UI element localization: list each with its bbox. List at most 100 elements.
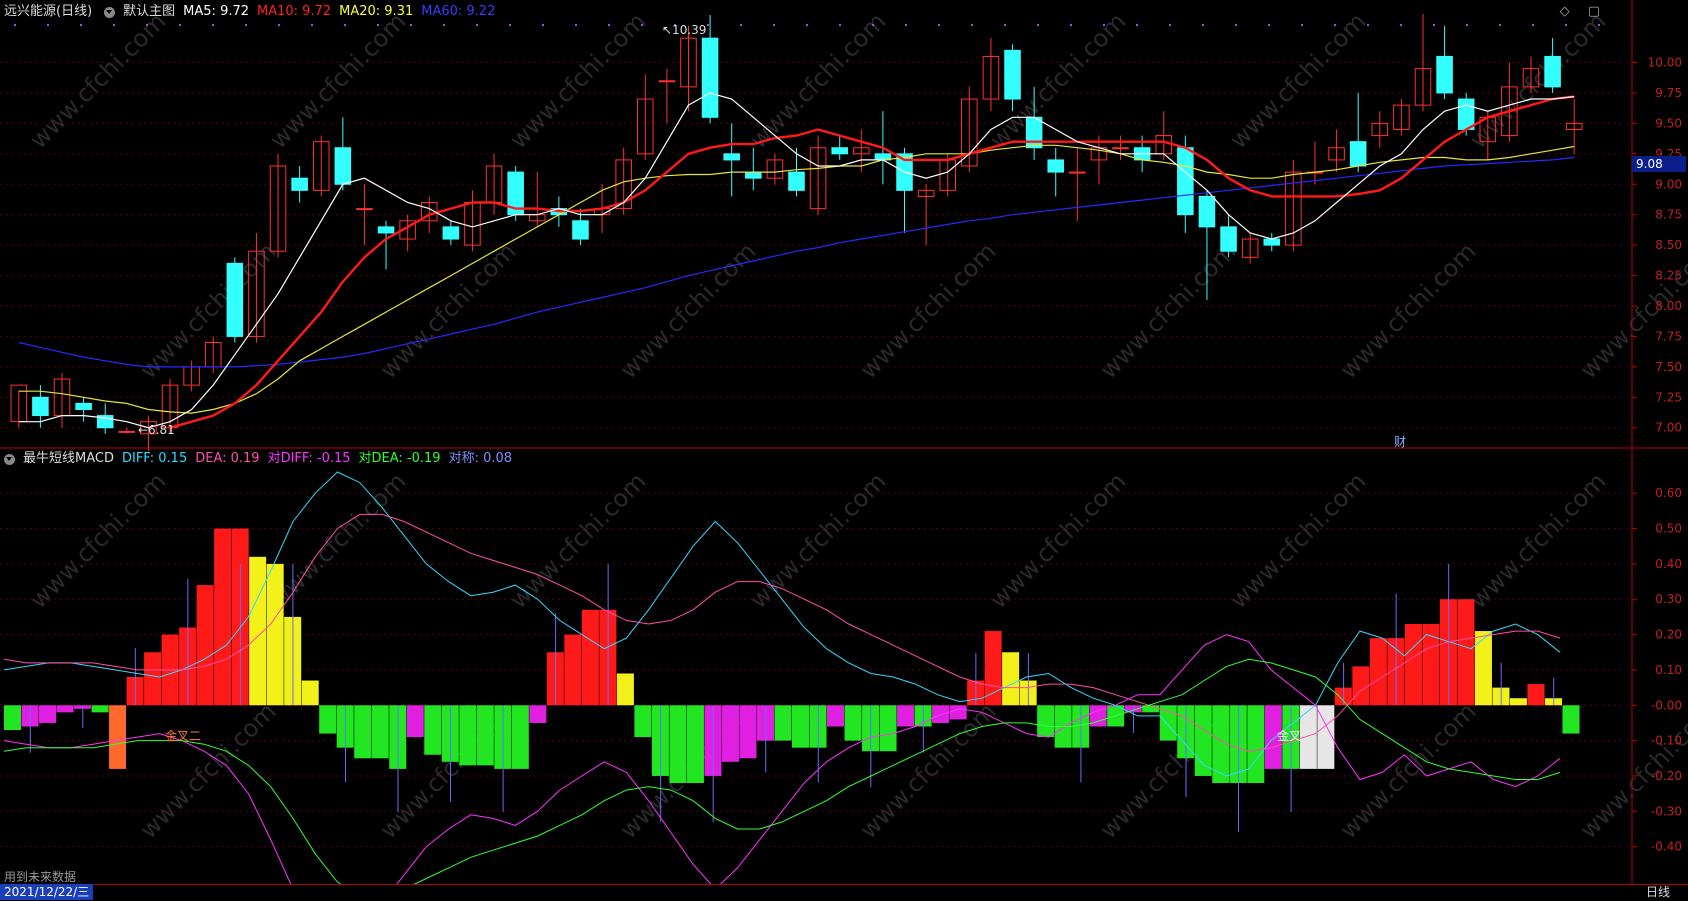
top-dot — [1433, 24, 1435, 26]
candle-body — [1393, 104, 1410, 130]
watermark-text: www.cfchi.com — [134, 697, 281, 844]
candle-body — [1004, 49, 1021, 100]
macd-hist-bar — [1352, 666, 1370, 706]
macd-hist-bar — [844, 705, 862, 741]
macd-tick-label: -0.20 — [1651, 769, 1682, 783]
macd-hist-bar — [1212, 705, 1230, 784]
top-dot — [740, 24, 742, 26]
candle-body — [377, 226, 395, 234]
macd-hist-bar — [1247, 705, 1265, 784]
candle-body — [572, 220, 589, 240]
macd-hist-bar — [897, 705, 915, 727]
ma5-label: MA5: 9.72 — [183, 4, 250, 19]
top-dot — [1103, 24, 1105, 26]
watermark-text: www.cfchi.com — [24, 467, 171, 614]
top-dot — [1070, 24, 1072, 26]
macd-hist-bar — [581, 609, 599, 706]
candle-body — [766, 159, 784, 179]
top-dot — [1532, 24, 1534, 26]
macd-hist-bar — [249, 556, 267, 706]
macd-hist-bar — [1037, 705, 1055, 738]
macd-hist-bar — [1089, 705, 1107, 727]
indicator-name[interactable]: 最牛短线MACD — [23, 451, 114, 466]
chevron-down-icon[interactable] — [4, 453, 15, 465]
dea-line — [3, 513, 1561, 752]
macd-hist-bar — [56, 705, 74, 713]
macd-tick-label: -0.30 — [1651, 804, 1682, 818]
top-dot — [575, 24, 577, 26]
sym-label: 对称: 0.08 — [448, 451, 513, 466]
macd-hist-bar — [424, 705, 442, 755]
candle-body — [1371, 122, 1389, 137]
macd-tick-label: -0.00 — [1651, 698, 1682, 712]
macd-hist-bar — [354, 705, 372, 759]
window-icon[interactable]: ▢ — [1587, 4, 1600, 19]
top-dot — [278, 24, 280, 26]
candle-body — [248, 250, 265, 337]
macd-hist-bar — [932, 705, 950, 723]
top-dot — [773, 24, 775, 26]
candle-body — [680, 37, 697, 88]
candle-body — [1220, 226, 1237, 252]
top-dot — [179, 24, 181, 26]
top-dot — [674, 24, 676, 26]
top-dot — [80, 24, 82, 26]
top-dot — [311, 24, 313, 26]
watermark-text: www.cfchi.com — [264, 7, 411, 154]
watermark-text: www.cfchi.com — [24, 7, 171, 154]
diff-label: DIFF: 0.15 — [121, 451, 188, 466]
candle-body — [1241, 238, 1259, 258]
top-dot — [1037, 24, 1039, 26]
candle-body — [118, 430, 136, 433]
top-dot — [1367, 24, 1369, 26]
watermark-text: www.cfchi.com — [134, 237, 281, 384]
ma20-label: MA20: 9.31 — [339, 4, 414, 19]
template-name[interactable]: 默认主图 — [123, 4, 176, 19]
future-data-warning: 用到未来数据 — [4, 870, 77, 884]
macd-hist-bar — [984, 631, 1002, 706]
candle-body — [1177, 147, 1194, 216]
macd-hist-bar — [879, 705, 897, 752]
macd-hist-bar — [1509, 698, 1527, 706]
candle-body — [75, 402, 92, 410]
period-label[interactable]: 日线 — [1645, 885, 1670, 899]
candle-body — [269, 165, 287, 252]
macd-hist-bar — [634, 705, 652, 738]
ma5-line — [18, 92, 1575, 429]
macd-hist-bar — [792, 705, 810, 748]
rdea-label: 对DEA: -0.19 — [358, 451, 441, 466]
stock-title[interactable]: 远兴能源(日线) — [4, 4, 93, 19]
top-dot — [1004, 24, 1006, 26]
macd-hist-bar — [266, 563, 284, 706]
top-dot — [47, 24, 49, 26]
price-tick-label: 8.75 — [1655, 208, 1682, 222]
top-dot — [1202, 24, 1204, 26]
top-dot — [1169, 24, 1171, 26]
macd-hist-bar — [949, 705, 967, 720]
macd-tick-label: 0.20 — [1655, 628, 1682, 642]
price-tick-label: 9.50 — [1655, 116, 1682, 130]
candle-body — [917, 189, 935, 197]
top-dot — [146, 24, 148, 26]
candle-body — [334, 147, 352, 185]
candle-body — [745, 171, 762, 179]
ma60-label: MA60: 9.22 — [421, 4, 496, 19]
time-axis-bar — [0, 884, 1688, 901]
candle-body — [442, 226, 460, 240]
macd-hist-bar — [301, 680, 319, 706]
chevron-down-icon[interactable] — [104, 6, 116, 18]
macd-hist-bar — [1142, 705, 1160, 713]
candle-body — [961, 98, 978, 167]
golden-cross-label: 金叉二 — [165, 728, 201, 743]
top-dot — [1565, 24, 1567, 26]
top-dot — [1235, 24, 1237, 26]
candle-body — [637, 98, 654, 155]
watermark-text: www.cfchi.com — [1094, 237, 1241, 384]
diamond-icon[interactable]: ◇ — [1559, 4, 1570, 19]
macd-hist-bar — [1369, 638, 1387, 706]
top-dot — [707, 24, 709, 26]
candlestick-series — [10, 13, 1583, 451]
cursor-date[interactable]: 2021/12/22/三 — [0, 884, 94, 900]
